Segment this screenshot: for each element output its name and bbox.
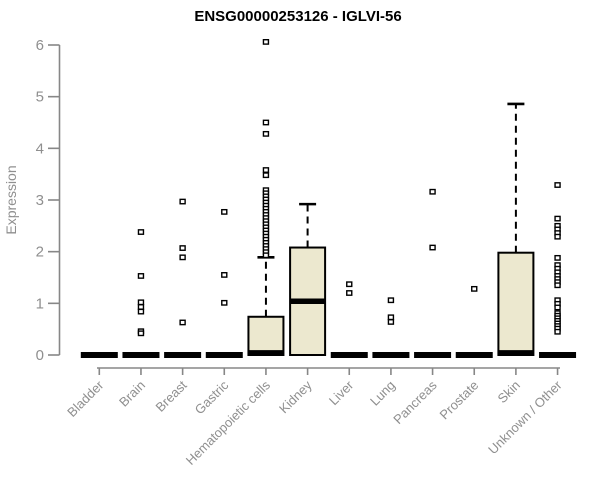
x-tick-label-kidney: Kidney [276,377,315,416]
series-layer [80,39,577,358]
box-group-lung [372,297,410,358]
outlier-point [137,330,145,337]
outlier-point [554,328,561,335]
outlier-point [554,282,561,289]
outlier-point [221,299,228,306]
flat-box [205,352,243,358]
outlier-point [221,272,228,278]
outlier-point [262,172,270,179]
outlier-point [262,39,270,45]
box-group-kidney [289,202,327,357]
box [497,251,535,356]
outlier-point [179,245,186,251]
x-tick-label-unknown-other: Unknown / Other [485,377,565,457]
outlier-point [179,198,186,205]
box [247,315,285,356]
x-tick-label-brain: Brain [116,378,148,410]
box-group-liver [330,281,368,358]
flat-box [372,352,410,358]
box-group-pancreas [414,188,452,358]
outlier-point [262,167,270,173]
outlier-point [387,314,395,321]
outlier-point [554,182,561,188]
flat-box [330,352,368,358]
x-tick-label-skin: Skin [495,378,523,406]
y-tick-label: 0 [36,347,44,364]
box-group-bladder [80,352,118,358]
box-group-prostate [455,285,493,358]
y-tick-label: 5 [36,89,44,106]
outlier-point [554,233,561,240]
outlier-point [554,304,561,311]
outlier-point [262,252,270,259]
box-group-hematopoietic-cells [247,39,285,356]
flat-box [122,352,160,358]
outlier-point [471,285,478,292]
outlier-point [137,299,145,306]
x-tick-label-bladder: Bladder [64,377,107,420]
outlier-point [137,304,145,310]
x-tick-label-liver: Liver [326,377,357,408]
outlier-point [179,254,186,261]
y-tick-label: 4 [36,140,44,157]
y-tick-label: 6 [36,37,44,54]
outlier-point [137,308,145,315]
outlier-point [554,215,561,222]
box-group-brain [122,229,160,358]
box-group-skin [497,102,535,356]
flat-box [414,352,452,358]
outlier-point [137,229,145,235]
outlier-point [221,208,228,215]
chart-title: ENSG00000253126 - IGLVI-56 [194,8,401,25]
outlier-point [262,119,270,126]
outlier-point [346,281,353,288]
y-tick-label: 2 [36,244,44,261]
outlier-point [346,290,353,296]
outlier-point [387,297,395,304]
flat-box [539,352,577,358]
y-axis-title: Expression [3,165,19,234]
x-tick-label-lung: Lung [367,378,398,409]
outlier-point [429,188,436,195]
flat-box [164,352,202,358]
outlier-point [179,319,186,326]
outlier-point [387,319,395,325]
y-tick-label: 3 [36,192,44,209]
y-tick-label: 1 [36,295,44,312]
outlier-point [554,254,561,261]
outlier-point [429,244,436,251]
flat-box [80,352,118,358]
flat-box [455,352,493,358]
x-tick-label-pancreas: Pancreas [390,377,440,427]
outlier-point [262,130,270,137]
box-group-unknown-other [539,182,577,358]
box-group-breast [164,198,202,358]
x-tick-label-gastric: Gastric [192,377,232,417]
x-tick-label-breast: Breast [153,377,190,414]
box-group-gastric [205,208,243,358]
outlier-point [137,273,145,279]
x-tick-label-prostate: Prostate [437,378,482,423]
